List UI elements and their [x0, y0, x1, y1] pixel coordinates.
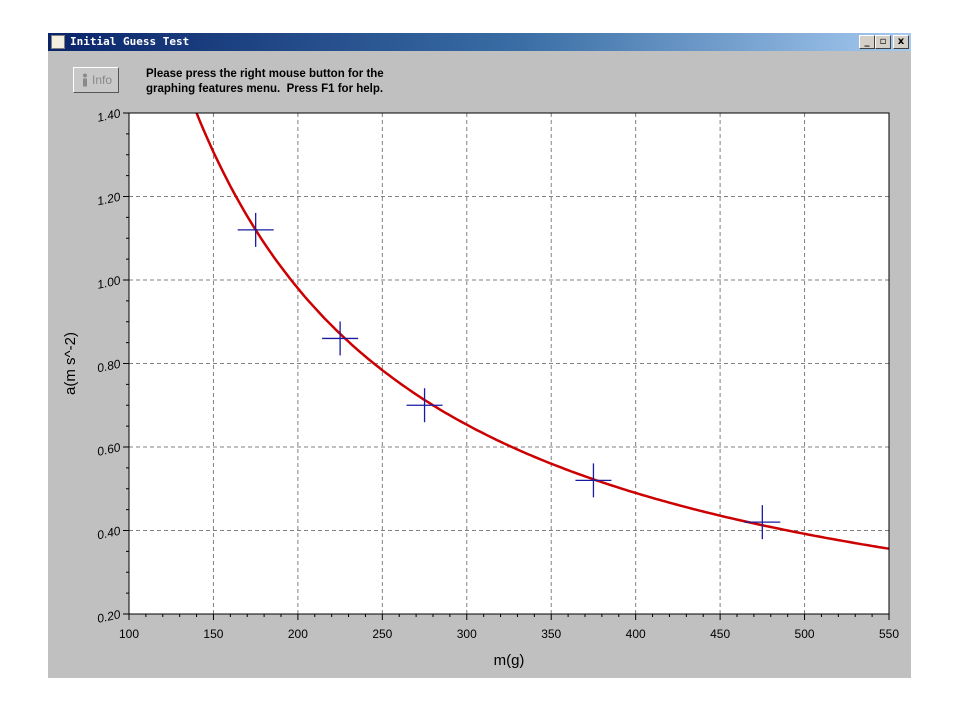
data-point — [406, 388, 443, 423]
x-tick-label: 100 — [119, 627, 139, 641]
x-axis-label: m(g) — [494, 652, 525, 669]
x-tick-label: 150 — [203, 627, 223, 641]
data-point — [322, 321, 359, 356]
y-axis-label: a(m s^-2) — [62, 332, 79, 395]
help-line-2: graphing features menu. Press F1 for hel… — [146, 83, 384, 95]
x-tick-label: 250 — [372, 627, 392, 641]
restore-button[interactable]: ▫ — [875, 35, 891, 49]
help-line-1: Please press the right mouse button for … — [146, 68, 384, 80]
data-point — [744, 505, 781, 540]
info-label: Info — [92, 73, 113, 87]
x-tick-label: 350 — [541, 627, 561, 641]
minimize-button[interactable]: _ — [859, 35, 875, 49]
data-point — [575, 463, 612, 498]
title-bar[interactable]: Initial Guess Test _ ▫ x — [48, 33, 911, 51]
app-icon — [51, 35, 65, 49]
data-point — [237, 212, 274, 247]
y-tick-label: 0.60 — [96, 440, 122, 459]
plot-frame — [128, 112, 890, 615]
y-tick-label: 0.80 — [96, 357, 122, 376]
y-tick-label: 1.20 — [96, 190, 122, 209]
x-tick-label: 450 — [710, 627, 730, 641]
y-tick-label: 1.40 — [96, 106, 122, 125]
x-tick-label: 500 — [795, 627, 815, 641]
y-tick-label: 0.20 — [96, 607, 122, 626]
y-tick-label: 1.00 — [96, 273, 122, 292]
y-tick-label: 0.40 — [96, 524, 122, 543]
window-title: Initial Guess Test — [70, 35, 190, 48]
info-icon — [83, 73, 87, 87]
x-tick-label: 300 — [457, 627, 477, 641]
fit-curve-group — [195, 112, 890, 550]
x-tick-label: 200 — [288, 627, 308, 641]
info-button[interactable]: Info — [73, 67, 119, 93]
tick-labels: 100 150 200 250 300 350 400 450 500 550 0.20 0.40 0.… — [96, 106, 899, 641]
x-tick-label: 550 — [879, 627, 899, 641]
data-points — [237, 212, 781, 540]
x-tick-label: 400 — [626, 627, 646, 641]
fit-curve — [195, 112, 890, 550]
close-button[interactable]: x — [893, 35, 909, 49]
help-text: Please press the right mouse button for … — [146, 67, 384, 97]
